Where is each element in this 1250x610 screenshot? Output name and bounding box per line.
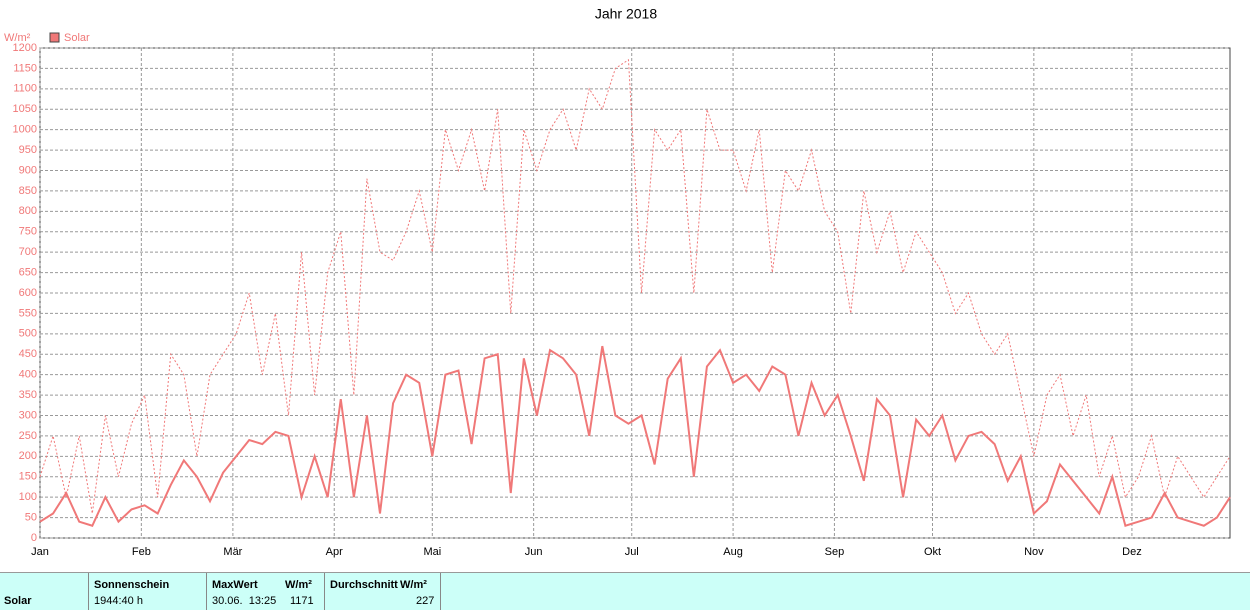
legend-label: Solar	[64, 32, 90, 44]
y-tick-label: 550	[19, 307, 37, 319]
y-tick-label: 0	[31, 532, 37, 544]
legend-swatch	[49, 32, 60, 43]
summary-table: Solar Sonnenschein 1944:40 h MaxWert W/m…	[0, 572, 1250, 610]
x-tick-label: Feb	[132, 546, 151, 558]
y-tick-label: 1000	[13, 124, 37, 136]
y-tick-label: 1100	[13, 83, 37, 95]
y-tick-label: 250	[19, 430, 37, 442]
x-tick-label: Mär	[223, 546, 242, 558]
y-tick-label: 500	[19, 328, 37, 340]
header: W/m²	[285, 579, 312, 591]
y-tick-label: 600	[19, 287, 37, 299]
cell: 1944:40 h	[94, 595, 143, 607]
y-tick-label: 450	[19, 348, 37, 360]
x-tick-label: Apr	[326, 546, 343, 558]
chart: Jahr 2018 W/m² 0 50 100 150 200 250 300 350 400 4…	[4, 6, 1231, 558]
header: Durchschnitt	[330, 579, 398, 591]
header: MaxWert	[212, 579, 258, 591]
y-tick-label: 800	[19, 205, 37, 217]
x-tick-label: Sep	[825, 546, 845, 558]
separator	[324, 573, 325, 610]
y-tick-label: 850	[19, 185, 37, 197]
cell: 227	[416, 595, 435, 607]
x-tick-label: Jun	[525, 546, 543, 558]
cell: 30.06. 13:25	[212, 595, 277, 607]
y-tick-label: 1150	[13, 62, 37, 74]
separator	[206, 573, 207, 610]
y-tick-label: 650	[19, 266, 37, 278]
header: Sonnenschein	[94, 579, 170, 591]
y-axis-label: W/m²	[4, 32, 31, 44]
y-tick-label: 700	[19, 246, 37, 258]
x-tick-label: Jan	[31, 546, 49, 558]
x-tick-label: Nov	[1024, 546, 1044, 558]
y-tick-label: 900	[19, 164, 37, 176]
separator	[88, 573, 89, 610]
y-tick-label: 1200	[13, 42, 37, 54]
x-tick-label: Okt	[924, 546, 941, 558]
y-tick-label: 750	[19, 226, 37, 238]
y-tick-label: 1050	[13, 103, 37, 115]
y-tick-label: 50	[25, 511, 37, 523]
x-tick-label: Jul	[625, 546, 639, 558]
row-label: Solar	[4, 595, 32, 607]
y-tick-label: 400	[19, 369, 37, 381]
data-line	[39, 58, 1231, 514]
y-tick-label: 350	[19, 389, 37, 401]
y-tick-label: 200	[19, 450, 37, 462]
x-tick-label: Dez	[1122, 546, 1142, 558]
y-tick-label: 300	[19, 409, 37, 421]
x-tick-label: Mai	[423, 546, 441, 558]
y-tick-label: 100	[19, 491, 37, 503]
data-line	[39, 345, 1231, 528]
y-tick-label: 150	[19, 471, 37, 483]
header: W/m²	[400, 579, 427, 591]
cell: 1171	[290, 595, 314, 607]
y-tick-label: 950	[19, 144, 37, 156]
x-tick-label: Aug	[723, 546, 743, 558]
chart-title: Jahr 2018	[595, 6, 657, 22]
separator	[440, 573, 441, 610]
